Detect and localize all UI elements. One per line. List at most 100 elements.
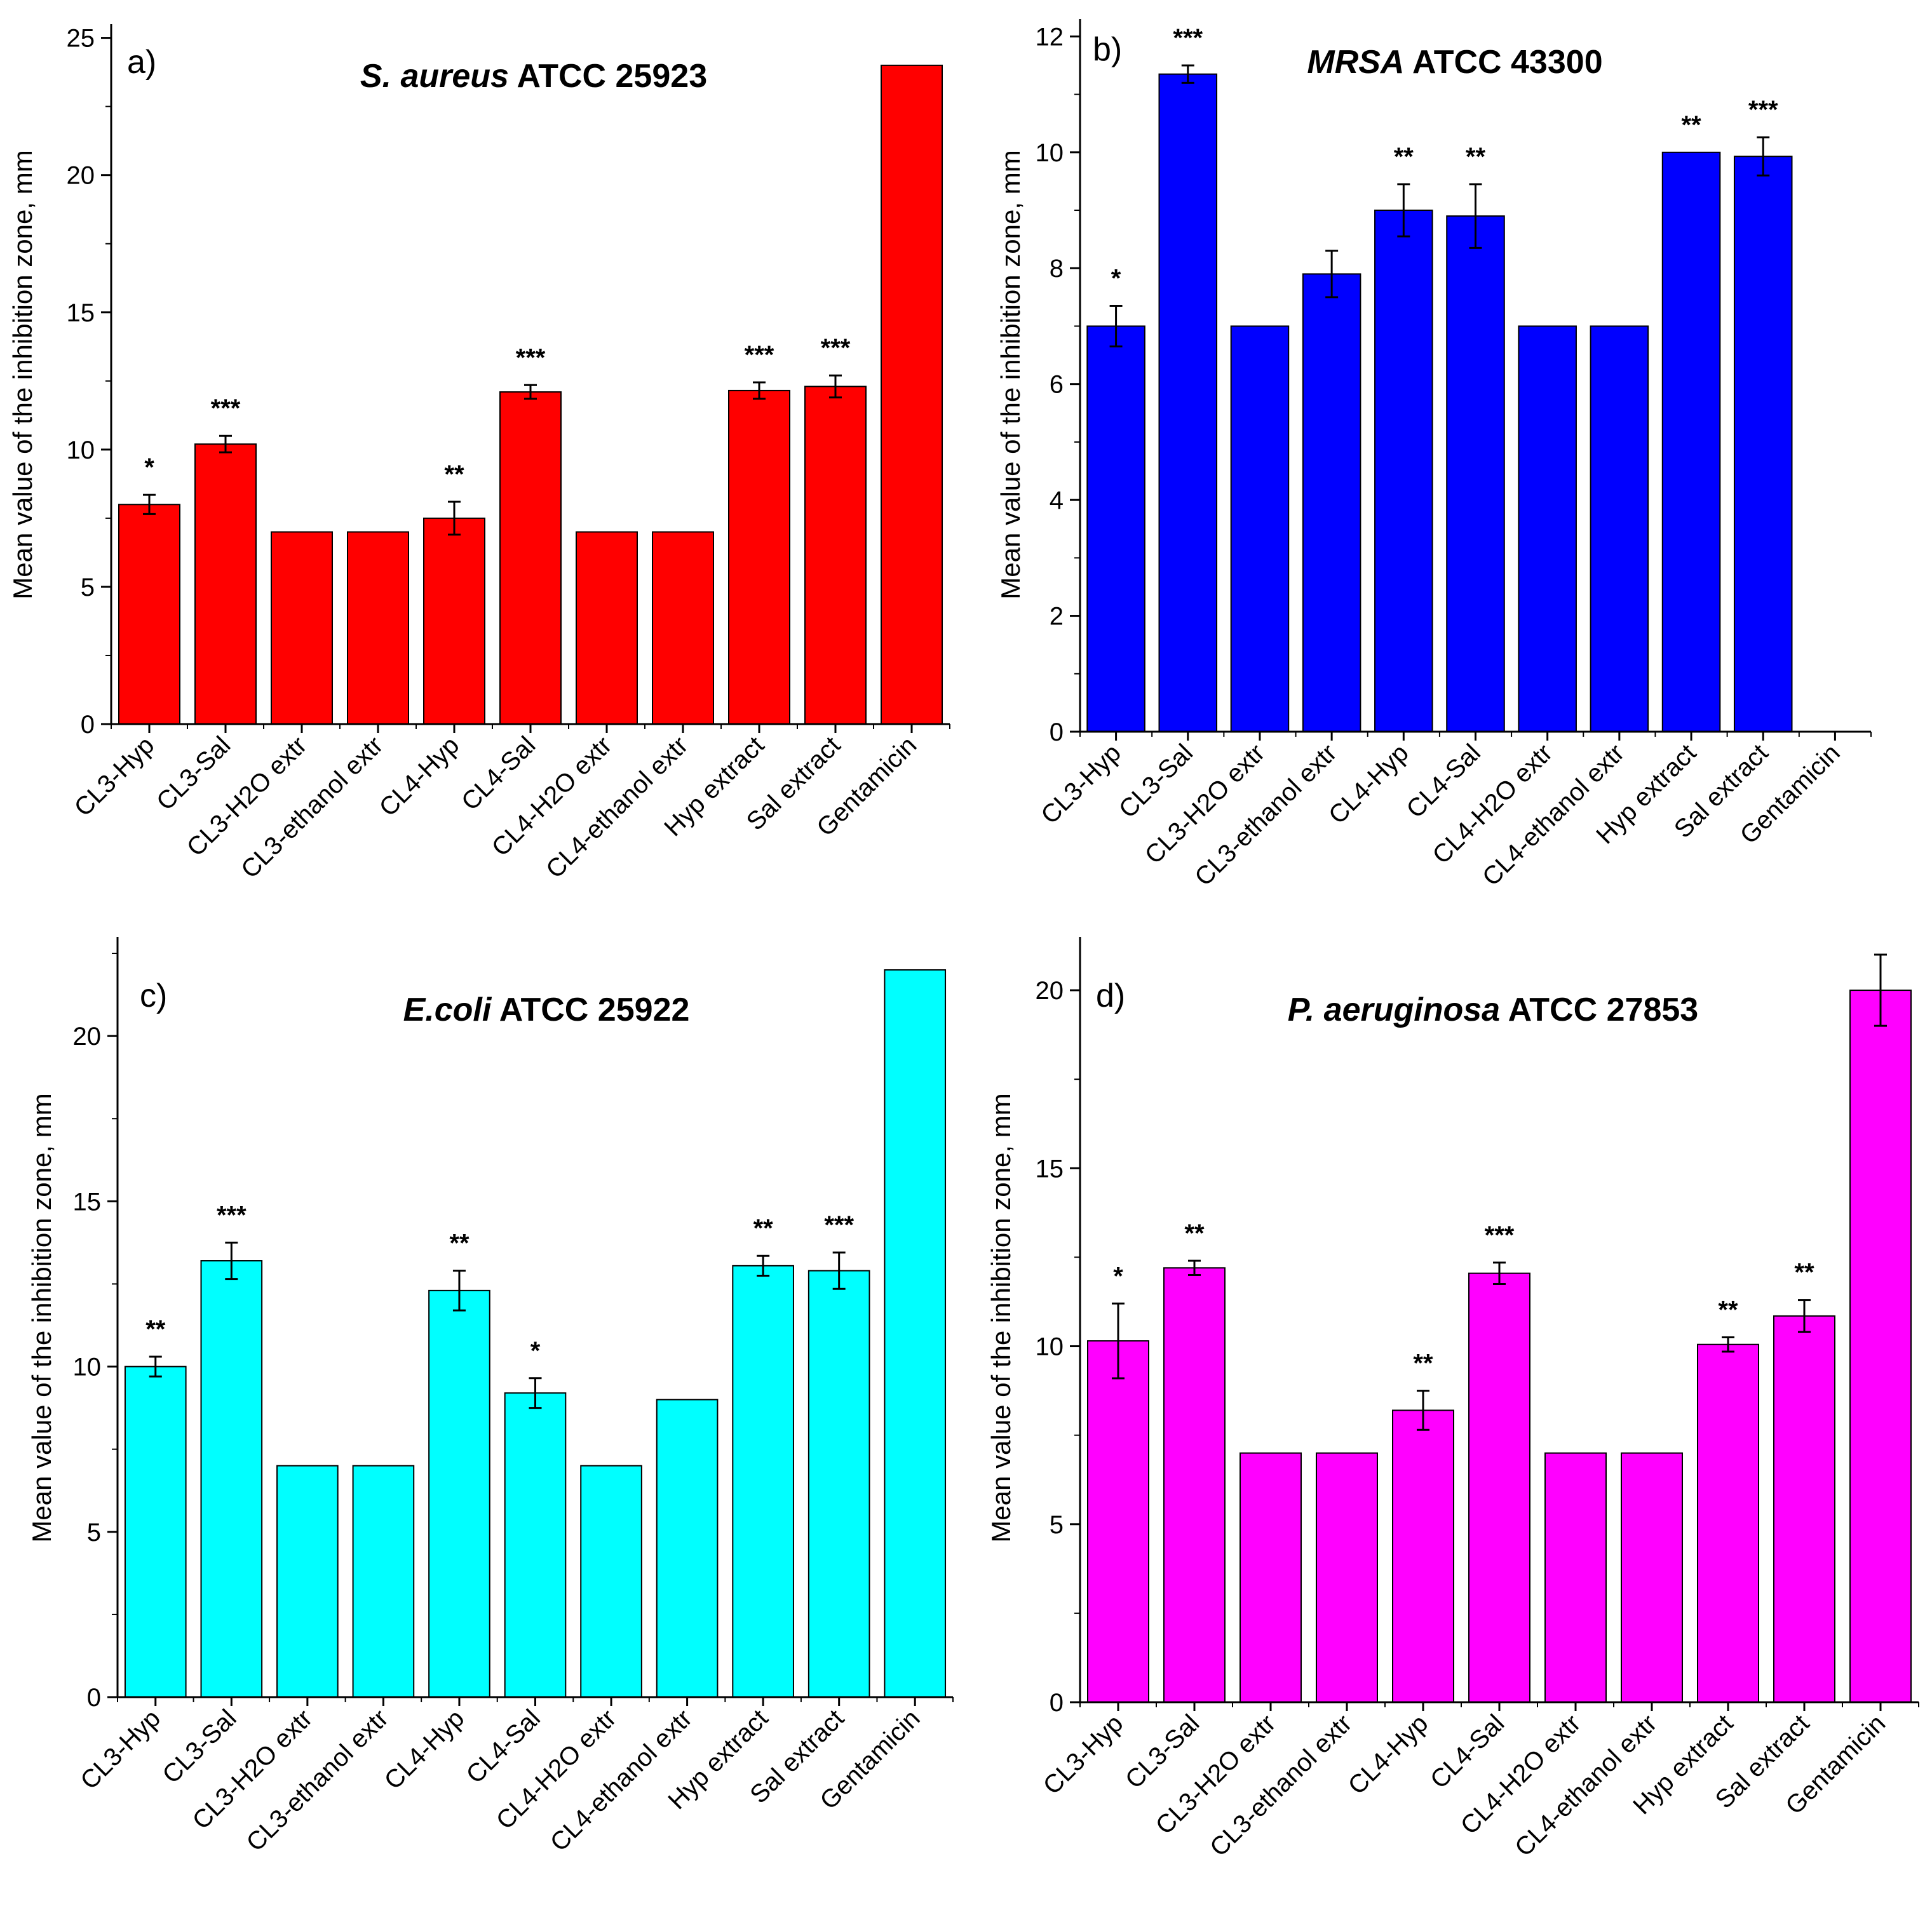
bar-hyp-extract: [732, 1265, 794, 1698]
y-tick-label: 2: [1050, 603, 1064, 631]
y-tick-label: 4: [1050, 487, 1064, 514]
bar-gentamicin: [881, 64, 943, 725]
y-tick-label: 15: [67, 299, 95, 327]
significance-label: *: [1113, 1262, 1123, 1290]
panel-title: P. aeruginosa ATCC 27853: [1288, 991, 1698, 1028]
y-tick-label: 5: [1050, 1511, 1064, 1539]
y-tick-label: 10: [73, 1354, 102, 1381]
bar-cl4-sal: [504, 1392, 567, 1698]
significance-label: **: [1184, 1219, 1205, 1247]
bar-sal-extract: [807, 1270, 870, 1698]
bar-cl3-hyp: [1087, 1340, 1149, 1703]
bar-cl3-ethanol-extr: [1316, 1452, 1378, 1703]
bar-cl3-hyp: [124, 1366, 187, 1698]
bar-cl4-sal: [499, 391, 562, 725]
significance-label: ***: [516, 344, 546, 372]
y-tick-label: 10: [1036, 139, 1064, 167]
bar-cl3-sal: [1158, 73, 1218, 732]
significance-label: ***: [824, 1211, 854, 1239]
y-tick-label: 20: [67, 162, 95, 190]
y-tick-label: 10: [67, 436, 95, 464]
significance-label: ***: [217, 1201, 247, 1229]
bar-cl4-ethanol-extr: [1621, 1452, 1683, 1703]
significance-label: *: [530, 1337, 541, 1365]
y-tick-label: 0: [1050, 718, 1064, 746]
bar-cl3-ethanol-extr: [347, 531, 409, 725]
bar-cl4-ethanol-extr: [656, 1399, 719, 1698]
panel-tag: d): [1096, 978, 1125, 1014]
bar-cl4-h2o-extr: [1518, 325, 1577, 732]
significance-label: ***: [745, 341, 774, 369]
bar-cl4-sal: [1446, 215, 1505, 732]
panel-title-organism: MRSA: [1307, 44, 1404, 81]
y-tick-label: 10: [1036, 1333, 1064, 1361]
bar-cl4-h2o-extr: [1544, 1452, 1607, 1703]
y-tick-label: 20: [73, 1023, 102, 1051]
bar-hyp-extract: [1697, 1343, 1759, 1703]
panel-tag: a): [127, 44, 156, 81]
panel-title-strain: ATCC 27853: [1500, 991, 1698, 1028]
panel-tag: c): [140, 978, 167, 1014]
significance-label: **: [449, 1230, 469, 1258]
bar-cl4-hyp: [1374, 210, 1433, 732]
bar-cl3-hyp: [118, 504, 180, 725]
significance-label: **: [753, 1214, 774, 1242]
y-tick-label: 25: [67, 25, 95, 53]
significance-label: *: [1111, 265, 1121, 293]
y-tick-label: 12: [1036, 23, 1064, 51]
significance-label: ***: [821, 334, 851, 362]
bar-cl4-hyp: [1392, 1409, 1454, 1703]
bar-cl4-sal: [1468, 1272, 1530, 1703]
bar-sal-extract: [1773, 1315, 1835, 1703]
bar-hyp-extract: [728, 389, 790, 725]
panel-title-strain: ATCC 25923: [509, 58, 707, 95]
y-tick-label: 15: [1036, 1155, 1064, 1183]
significance-label: ***: [211, 394, 241, 422]
panel-title-strain: ATCC 43300: [1404, 44, 1602, 81]
y-axis-title: Mean value of the inhibition zone, mm: [8, 150, 37, 599]
bar-gentamicin: [884, 969, 947, 1698]
panel-title-organism: S. aureus: [360, 58, 509, 95]
panel-tag: b): [1093, 31, 1122, 68]
bar-sal-extract: [1733, 156, 1793, 732]
significance-label: ***: [1748, 96, 1778, 124]
y-axis-title: Mean value of the inhibition zone, mm: [27, 1093, 57, 1542]
significance-label: **: [1681, 111, 1701, 139]
significance-label: **: [1466, 143, 1486, 171]
y-tick-label: 5: [87, 1519, 101, 1547]
y-tick-label: 0: [87, 1684, 101, 1712]
bar-cl3-sal: [1163, 1267, 1226, 1703]
significance-label: **: [444, 460, 464, 488]
y-axis-title: Mean value of the inhibition zone, mm: [986, 1093, 1016, 1542]
panel-title: MRSA ATCC 43300: [1307, 44, 1602, 81]
bar-cl4-h2o-extr: [576, 531, 638, 725]
significance-label: ***: [1485, 1221, 1515, 1249]
bar-cl3-h2o-extr: [271, 531, 333, 725]
significance-label: *: [144, 453, 154, 481]
bar-hyp-extract: [1661, 151, 1721, 732]
bar-cl4-ethanol-extr: [1590, 325, 1649, 732]
significance-label: **: [1718, 1296, 1738, 1324]
panel-d: d) P. aeruginosa ATCC 27853 *CL3-Hyp**CL…: [986, 937, 1919, 1862]
panel-title-organism: P. aeruginosa: [1288, 991, 1500, 1028]
significance-label: **: [1794, 1259, 1814, 1287]
y-tick-label: 0: [1050, 1689, 1064, 1717]
y-tick-label: 0: [81, 711, 95, 739]
bar-cl3-h2o-extr: [276, 1465, 339, 1698]
bar-cl4-hyp: [423, 517, 485, 725]
y-tick-label: 8: [1050, 255, 1064, 283]
bar-cl4-h2o-extr: [580, 1465, 642, 1698]
significance-label: **: [145, 1315, 166, 1343]
y-tick-label: 6: [1050, 371, 1064, 399]
bar-cl3-sal: [194, 443, 257, 725]
significance-label: **: [1394, 143, 1414, 171]
y-tick-label: 15: [73, 1188, 102, 1216]
bar-gentamicin: [1849, 990, 1912, 1703]
y-tick-label: 20: [1036, 977, 1064, 1005]
panel-title-organism: E.coli: [403, 991, 492, 1028]
bar-cl3-ethanol-extr: [352, 1465, 415, 1698]
bar-cl3-ethanol-extr: [1302, 273, 1361, 732]
bar-cl4-ethanol-extr: [652, 531, 714, 725]
